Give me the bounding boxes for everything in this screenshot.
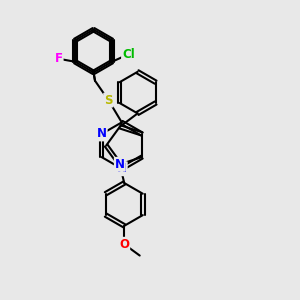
Text: O: O — [119, 238, 129, 251]
Text: F: F — [55, 52, 63, 65]
Text: N: N — [115, 158, 125, 171]
Text: N: N — [97, 128, 107, 140]
Text: N: N — [117, 162, 127, 175]
Text: Cl: Cl — [122, 48, 135, 61]
Text: S: S — [104, 94, 112, 106]
